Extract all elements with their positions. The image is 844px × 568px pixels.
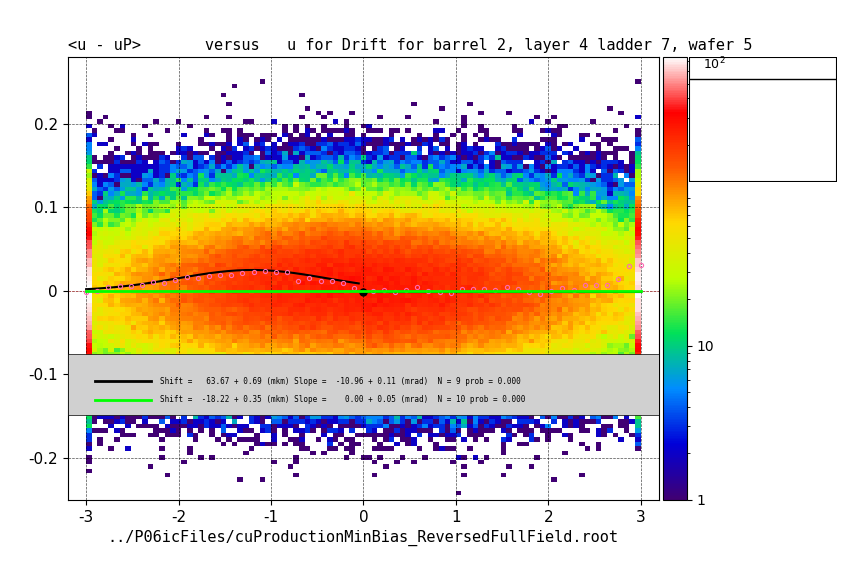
Text: Shift =   63.67 + 0.69 (mkm) Slope =  -10.96 + 0.11 (mrad)  N = 9 prob = 0.000: Shift = 63.67 + 0.69 (mkm) Slope = -10.9… [160,377,520,386]
Text: RMS y: RMS y [700,155,738,168]
Text: 0.06681: 0.06681 [776,155,828,168]
Text: duuP4507: duuP4507 [722,67,801,81]
Text: $\mathregular{10^2}$: $\mathregular{10^2}$ [702,56,725,72]
Text: Mean y: Mean y [700,120,745,133]
Text: Shift =  -18.22 + 0.35 (mkm) Slope =    0.00 + 0.05 (mrad)  N = 10 prob = 0.000: Shift = -18.22 + 0.35 (mkm) Slope = 0.00… [160,395,525,404]
Bar [68,354,658,415]
Text: 1.668: 1.668 [793,138,828,151]
Text: RMS x: RMS x [700,138,738,151]
Text: -0.006392: -0.006392 [765,103,828,116]
Text: Mean x: Mean x [700,103,745,116]
Text: <u - uP>       versus   u for Drift for barrel 2, layer 4 ladder 7, wafer 5: <u - uP> versus u for Drift for barrel 2… [68,38,751,53]
Text: 0.005546: 0.005546 [769,120,828,133]
Text: Entries: Entries [700,85,743,98]
Text: 458677: 458677 [781,85,828,98]
X-axis label: ../P06icFiles/cuProductionMinBias_ReversedFullField.root: ../P06icFiles/cuProductionMinBias_Revers… [108,530,618,546]
